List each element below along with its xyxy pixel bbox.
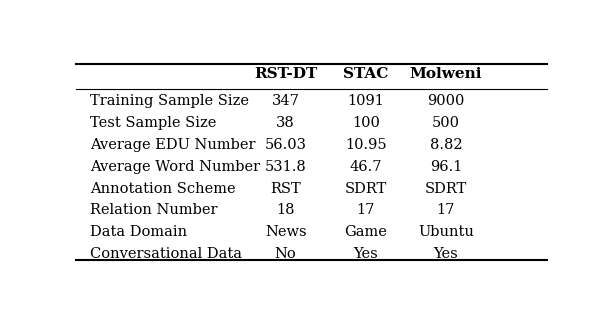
Text: 8.82: 8.82 [430,138,462,152]
Text: Game: Game [344,225,387,239]
Text: 56.03: 56.03 [264,138,306,152]
Text: Average Word Number: Average Word Number [90,160,260,174]
Text: 9000: 9000 [427,94,465,108]
Text: Yes: Yes [353,247,378,261]
Text: 46.7: 46.7 [350,160,382,174]
Text: STAC: STAC [343,67,389,81]
Text: RST: RST [271,181,301,196]
Text: Average EDU Number: Average EDU Number [90,138,255,152]
Text: Annotation Scheme: Annotation Scheme [90,181,236,196]
Text: SDRT: SDRT [345,181,387,196]
Text: Data Domain: Data Domain [90,225,187,239]
Text: 17: 17 [437,203,455,217]
Text: News: News [265,225,306,239]
Text: Molweni: Molweni [410,67,482,81]
Text: 96.1: 96.1 [430,160,462,174]
Text: 531.8: 531.8 [265,160,306,174]
Text: Yes: Yes [434,247,458,261]
Text: Conversational Data: Conversational Data [90,247,242,261]
Text: Ubuntu: Ubuntu [418,225,474,239]
Text: 38: 38 [276,116,295,130]
Text: 17: 17 [357,203,375,217]
Text: Training Sample Size: Training Sample Size [90,94,249,108]
Text: Test Sample Size: Test Sample Size [90,116,216,130]
Text: 18: 18 [277,203,295,217]
Text: Relation Number: Relation Number [90,203,218,217]
Text: 10.95: 10.95 [345,138,387,152]
Text: SDRT: SDRT [425,181,467,196]
Text: 1091: 1091 [347,94,384,108]
Text: No: No [275,247,297,261]
Text: 100: 100 [352,116,380,130]
Text: 347: 347 [272,94,300,108]
Text: RST-DT: RST-DT [254,67,317,81]
Text: 500: 500 [432,116,460,130]
